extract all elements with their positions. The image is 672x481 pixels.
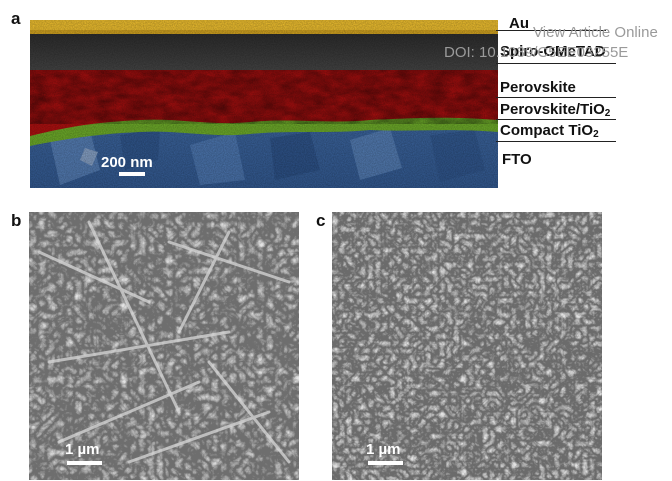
panel-c-scale-bar-label: 1 µm <box>366 441 401 458</box>
leader-perovskite-tio2 <box>496 119 616 120</box>
layer-label-compact-tio2: Compact TiO2 <box>500 122 599 140</box>
panel-a-scale-bar-label: 200 nm <box>101 154 153 171</box>
panel-label-a: a <box>11 9 21 28</box>
leader-spiro <box>496 63 616 64</box>
panel-b-scale-bar-label: 1 µm <box>65 441 100 458</box>
cross-section-sem-image <box>30 20 498 188</box>
layer-label-spiro-ometad: Spiro-OMeTAD <box>500 43 606 60</box>
top-view-sem-image-b <box>29 212 299 480</box>
panel-c-scale-bar <box>368 461 403 465</box>
top-view-sem-image-c <box>332 212 602 480</box>
layer-label-au: Au <box>509 15 529 32</box>
layer-label-perovskite-tio2: Perovskite/TiO2 <box>500 101 611 119</box>
layer-label-perovskite: Perovskite <box>500 79 576 96</box>
leader-au <box>496 30 606 31</box>
watermark-view-article: View Article Online <box>533 24 658 41</box>
panel-b-scale-bar <box>67 461 102 465</box>
leader-compact-tio2 <box>496 141 616 142</box>
leader-perovskite <box>496 97 616 98</box>
panel-label-b: b <box>11 211 22 230</box>
watermark-doi: DOI: 10.1039/C5EE03255E <box>444 44 629 61</box>
panel-label-c: c <box>316 211 326 230</box>
panel-a-scale-bar <box>119 172 145 176</box>
layer-label-fto: FTO <box>502 151 532 168</box>
